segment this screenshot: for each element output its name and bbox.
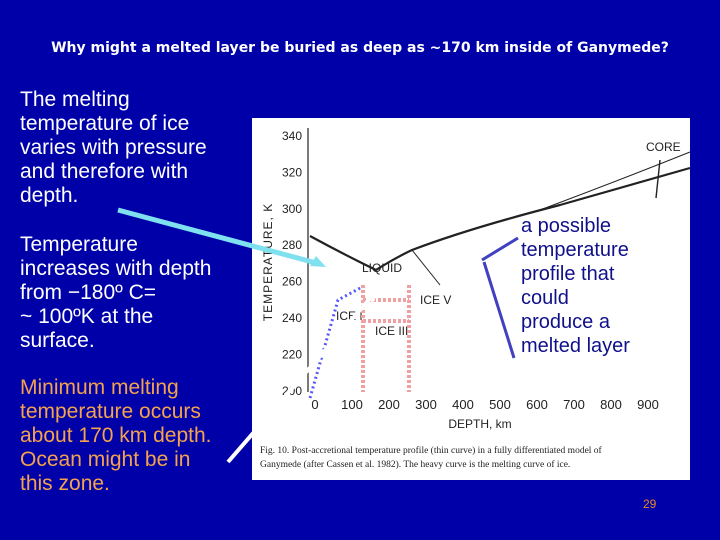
x-tick-label: 400: [452, 397, 474, 412]
text-line: profile that: [521, 263, 615, 285]
paragraph: Minimum melting temperature occurs about 1…: [20, 376, 211, 496]
arrowhead: [310, 256, 326, 267]
slide-title: Why might a melted layer be buried as de…: [51, 40, 669, 56]
text-line: depth.: [20, 184, 79, 207]
arrow-white: [226, 292, 376, 464]
y-tick-label: 220: [282, 347, 302, 361]
x-tick-label: 100: [341, 397, 363, 412]
text-line: from −180º C=: [20, 281, 157, 304]
phase-boundary: [411, 249, 441, 286]
arrow-blue: [482, 261, 516, 359]
text-line: Ocean might be in: [20, 448, 191, 471]
x-tick-label: 200: [378, 397, 400, 412]
figure-background: [252, 118, 690, 480]
profile-curve: [539, 151, 691, 211]
caption: Fig. 10. Post-accretional temperature pr…: [260, 445, 603, 456]
text-line: about 170 km depth.: [20, 424, 212, 447]
x-tick-label: 0: [311, 397, 318, 412]
profile-sketch: [308, 285, 363, 399]
text-line: temperature occurs: [20, 400, 201, 423]
x-tick-label: 800: [600, 397, 622, 412]
text-line: Temperature: [20, 233, 138, 256]
text-line: temperature of ice: [20, 112, 190, 135]
paragraph: The melting temperature of ice varies with…: [20, 88, 207, 208]
x-tick-label: 600: [526, 397, 548, 412]
text-line: varies with pressure: [20, 136, 207, 159]
x-axis-label: DEPTH, km: [448, 417, 511, 431]
text-line: Minimum melting: [20, 376, 179, 399]
region-label: ICE V: [420, 293, 451, 307]
text-line: melted layer: [521, 335, 630, 357]
text-line: and therefore with: [20, 160, 189, 183]
region-label: CORE: [646, 140, 681, 154]
text-line: a possible: [521, 215, 612, 237]
text-line: temperature: [521, 239, 629, 261]
region-label: ICE III: [375, 324, 408, 338]
y-tick-label: 340: [282, 129, 302, 143]
caption: Ganymede (after Cassen et al. 1982). The…: [260, 459, 570, 470]
x-tick-label: 300: [415, 397, 437, 412]
text-line: could: [521, 287, 569, 309]
y-tick-label: 260: [282, 275, 302, 289]
y-tick-label: 320: [282, 165, 302, 179]
y-tick-label: 240: [282, 311, 302, 325]
text-line: The melting: [20, 88, 130, 111]
annotation: a possible temperature profile that could pr…: [521, 214, 630, 358]
text-line: this zone.: [20, 472, 110, 495]
y-tick-label: 300: [282, 202, 302, 216]
text-line: ~ 100ºK at the: [20, 305, 154, 328]
y-tick-label: 280: [282, 238, 302, 252]
core-boundary: [655, 159, 661, 199]
text-line: produce a: [521, 311, 610, 333]
x-tick-label: 700: [563, 397, 585, 412]
text-line: surface.: [20, 329, 95, 352]
y-axis-label: TEMPERATURE, K: [261, 203, 275, 321]
page-number: 29: [643, 497, 657, 511]
x-tick-label: 500: [489, 397, 511, 412]
region-label: LIQUID: [362, 261, 402, 275]
arrow-cyan: [117, 207, 321, 267]
text-line: increases with depth: [20, 257, 212, 280]
paragraph: Temperature increases with depth from −180…: [20, 233, 211, 353]
arrowhead: [366, 288, 379, 302]
arrow-blue: [481, 236, 519, 262]
x-tick-label: 900: [637, 397, 659, 412]
melting-curve: [309, 166, 691, 272]
